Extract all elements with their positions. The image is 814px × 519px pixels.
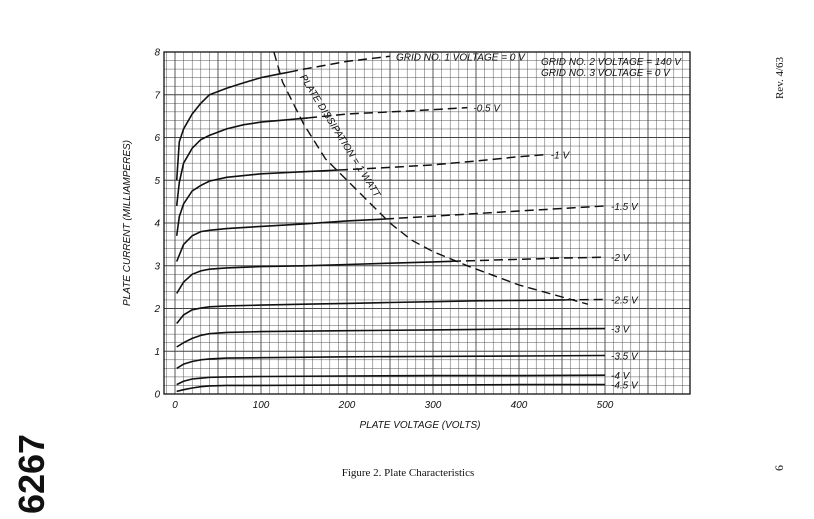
- x-axis-label: PLATE VOLTAGE (VOLTS): [360, 420, 481, 431]
- y-tick-label: 1: [154, 347, 160, 358]
- plot-frame: [163, 51, 691, 395]
- series-curve-solid: [176, 327, 606, 348]
- x-tick-label: 200: [338, 400, 356, 411]
- series-label: -3 V: [611, 325, 631, 336]
- series-label: -3.5 V: [611, 352, 639, 363]
- series-label: -2.5 V: [611, 296, 639, 307]
- y-tick-label: 4: [154, 219, 160, 230]
- y-tick-label: 6: [154, 133, 160, 144]
- figure-caption: Figure 2. Plate Characteristics: [342, 467, 475, 479]
- y-tick-label: 3: [154, 261, 160, 272]
- series-label: -1.5 V: [611, 202, 639, 213]
- x-tick-label: 500: [597, 400, 614, 411]
- series-curve-solid: [176, 354, 606, 370]
- condition-grid2: GRID NO. 2 VOLTAGE = 140 V: [541, 57, 682, 68]
- x-tick-label: 300: [425, 400, 442, 411]
- series-curve-solid: [175, 117, 309, 206]
- x-tick-label: 400: [511, 400, 528, 411]
- x-tick-label: 0: [172, 400, 178, 411]
- series-curves: [175, 55, 606, 393]
- plate-dissipation-label: PLATE DISSIPATION = 1 WATT: [297, 73, 382, 201]
- y-axis-label: PLATE CURRENT (MILLIAMPERES): [122, 140, 133, 306]
- series-curve-solid: [176, 374, 606, 386]
- series-label: -2 V: [611, 253, 631, 264]
- y-tick-labels: 0 1 2 3 4 5 6 7 8: [153, 48, 160, 401]
- y-tick-label: 5: [154, 176, 160, 187]
- series-labels: GRID NO. 1 VOLTAGE = 0 V -0.5 V -1 V -1.5 V…: [396, 52, 639, 391]
- page-number: 6: [772, 465, 786, 471]
- revision-note: Rev. 4/63: [774, 56, 786, 99]
- series-label: -4 V: [611, 371, 631, 382]
- series-label: -0.5 V: [473, 104, 501, 115]
- tube-number: 6267: [11, 434, 52, 514]
- x-tick-labels: 0 100 200 300 400 500: [172, 400, 614, 411]
- y-tick-label: 2: [153, 304, 160, 315]
- series-curve-solid: [176, 383, 605, 393]
- series-label: GRID NO. 1 VOLTAGE = 0 V: [396, 52, 526, 63]
- series-curve-dashed: [338, 153, 545, 171]
- y-tick-label: 0: [154, 390, 160, 401]
- y-tick-label: 8: [154, 48, 160, 59]
- series-curve-dashed: [384, 205, 606, 220]
- series-curve-solid: [175, 218, 386, 262]
- grid: [164, 52, 690, 394]
- condition-grid3: GRID NO. 3 VOLTAGE = 0 V: [541, 68, 671, 79]
- plate-dissipation-text: PLATE DISSIPATION = 1 WATT: [297, 73, 382, 201]
- series-curve-solid: [175, 71, 290, 181]
- series-curve-dashed: [451, 256, 606, 263]
- series-curve-solid: [176, 299, 566, 325]
- y-tick-label: 7: [154, 90, 160, 101]
- series-curve-solid: [176, 260, 453, 294]
- plate-dissipation-curve: [273, 51, 588, 305]
- series-curve-solid: [175, 169, 340, 236]
- x-tick-label: 100: [253, 400, 270, 411]
- series-curve-dashed: [288, 55, 391, 73]
- series-label: -1 V: [551, 151, 571, 162]
- series-label: -4.5 V: [611, 381, 639, 392]
